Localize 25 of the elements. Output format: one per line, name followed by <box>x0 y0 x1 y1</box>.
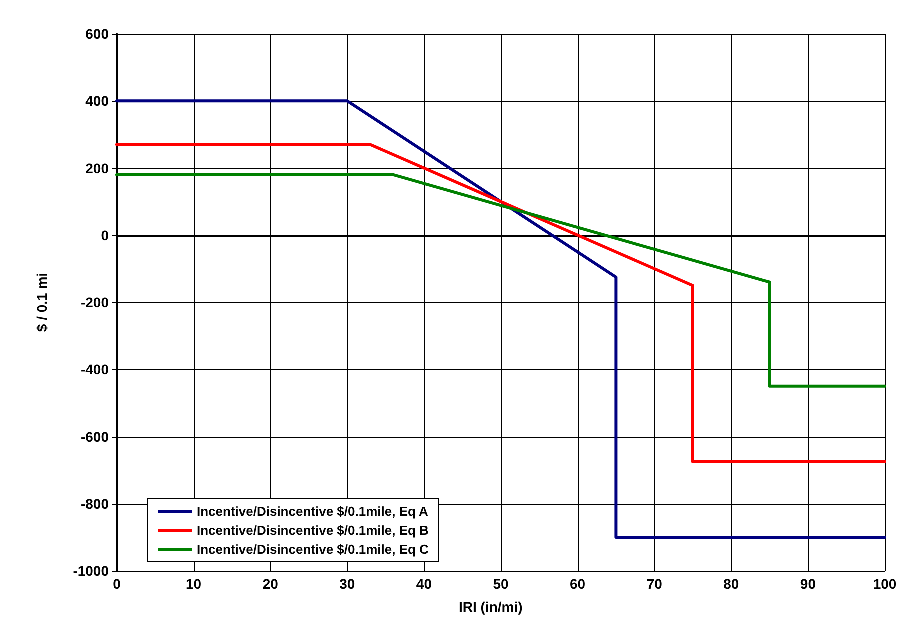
y-tick-label: -1000 <box>73 563 110 579</box>
y-axis-title: $ / 0.1 mi <box>34 272 50 332</box>
x-tick-label: 10 <box>186 576 202 592</box>
legend-label: Incentive/Disincentive $/0.1mile, Eq C <box>197 542 430 557</box>
x-tick-label: 80 <box>724 576 740 592</box>
legend-label: Incentive/Disincentive $/0.1mile, Eq A <box>197 504 430 519</box>
x-tick-label: 60 <box>570 576 586 592</box>
x-tick-label: 90 <box>800 576 816 592</box>
x-tick-label: 100 <box>873 576 897 592</box>
y-tick-label: -600 <box>80 428 110 445</box>
x-tick-label: 0 <box>113 576 122 592</box>
y-tick-label: 600 <box>86 26 110 42</box>
x-tick-label: 70 <box>646 576 663 592</box>
y-tick-label: -800 <box>80 496 110 512</box>
y-tick-label: 200 <box>86 160 110 176</box>
x-tick-label: 40 <box>416 576 432 592</box>
y-tick-label: 400 <box>86 93 110 110</box>
y-tick-label: -200 <box>80 294 110 310</box>
x-tick-label: 30 <box>340 576 356 592</box>
x-axis-title: IRI (in/mi) <box>459 599 523 615</box>
x-tick-label: 50 <box>493 576 509 592</box>
x-tick-label: 20 <box>262 576 279 592</box>
y-tick-label: 0 <box>101 227 110 244</box>
legend-label: Incentive/Disincentive $/0.1mile, Eq B <box>197 523 429 538</box>
y-tick-label: -400 <box>80 362 110 378</box>
